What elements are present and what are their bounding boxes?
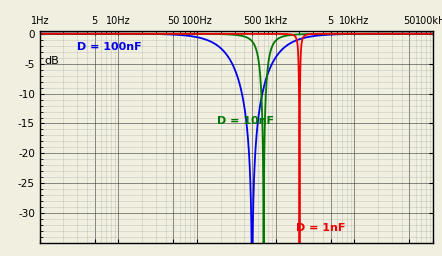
Text: dB: dB <box>45 56 59 66</box>
Text: D = 100nF: D = 100nF <box>77 42 142 52</box>
Text: D = 1nF: D = 1nF <box>296 223 345 233</box>
Text: D = 10nF: D = 10nF <box>217 115 274 125</box>
